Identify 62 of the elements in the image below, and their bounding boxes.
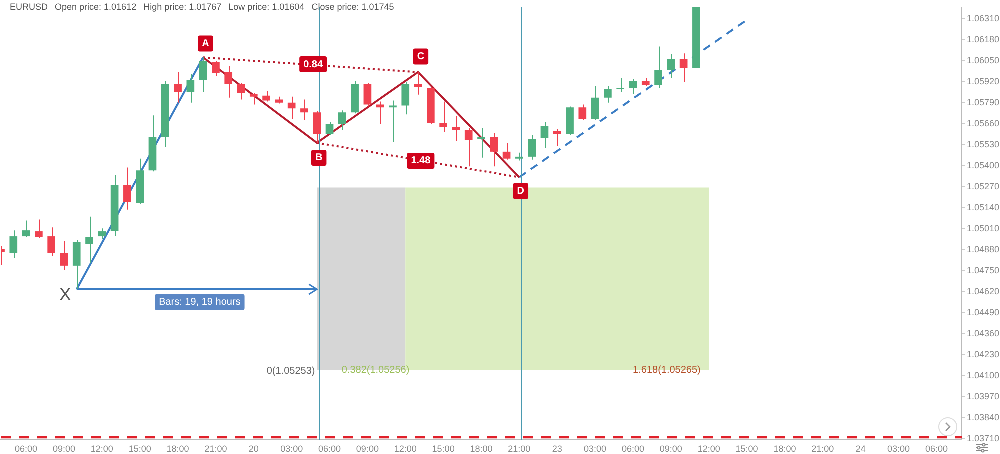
x-tick-label: 15:00 — [736, 444, 758, 454]
y-tick-label: 1.05530 — [967, 140, 1000, 150]
y-tick-label: 1.04100 — [967, 370, 1000, 381]
y-tick-label: 1.04750 — [967, 266, 1000, 276]
x-tick-label: 18:00 — [470, 444, 493, 454]
y-tick-label: 1.04880 — [967, 244, 1000, 255]
x-tick-label: 18:00 — [774, 444, 796, 454]
x-tick-label: 03:00 — [584, 444, 607, 454]
y-tick-label: 1.06180 — [967, 34, 1000, 45]
y-tick-label: 1.04230 — [967, 350, 1000, 360]
x-tick-label: 23 — [552, 444, 562, 454]
annotation: D — [517, 186, 525, 198]
y-tick-label: 1.05920 — [967, 76, 1000, 87]
x-tick-label: 15:00 — [128, 444, 152, 454]
y-tick-label: 1.04620 — [967, 286, 1000, 297]
annotation: A — [202, 38, 210, 50]
annotation: 0.382(1.05256) — [342, 364, 410, 376]
x-tick-label: 21:00 — [204, 444, 228, 454]
y-tick-label: 1.05010 — [967, 224, 1000, 234]
x-tick-label: 06:00 — [925, 444, 948, 454]
x-tick-label: 12:00 — [698, 444, 720, 454]
x-tick-label: 15:00 — [432, 444, 455, 454]
x-tick-label: 09:00 — [52, 444, 76, 454]
annotation: Low price: 1.01604 — [228, 2, 305, 12]
y-tick-label: 1.05660 — [967, 118, 1000, 129]
annotation: 1.48 — [411, 156, 432, 167]
x-tick-label: 12:00 — [394, 444, 417, 454]
annotation: C — [417, 51, 425, 62]
annotation: B — [315, 152, 323, 164]
x-tick-label: 21:00 — [812, 444, 834, 454]
annotation: X — [59, 284, 72, 304]
chart-title: EURUSD — [10, 2, 48, 12]
x-tick-label: 06:00 — [15, 444, 38, 454]
annotation: 1.618(1.05265) — [633, 364, 701, 376]
y-tick-label: 1.06310 — [967, 14, 1000, 24]
annotation: Open price: 1.01612 — [55, 2, 137, 12]
x-tick-label: 18:00 — [166, 444, 190, 454]
y-tick-label: 1.03710 — [967, 434, 1000, 444]
x-tick-label: 24 — [856, 444, 866, 454]
x-tick-label: 21:00 — [508, 444, 531, 454]
x-tick-label: 20 — [248, 444, 259, 454]
annotation: High price: 1.01767 — [144, 2, 222, 12]
x-tick-label: 09:00 — [356, 444, 379, 454]
x-tick-label: 09:00 — [660, 444, 682, 454]
x-tick-label: 03:00 — [888, 444, 910, 454]
x-tick-label: 03:00 — [280, 444, 304, 454]
x-tick-label: 12:00 — [90, 444, 114, 454]
annotation: 0(1.05253) — [266, 366, 316, 377]
y-tick-label: 1.03970 — [967, 392, 1000, 402]
y-tick-label: 1.04490 — [967, 308, 1000, 318]
x-tick-label: 06:00 — [622, 444, 644, 454]
annotation: Bars: 19, 19 hours — [159, 297, 241, 308]
y-tick-label: 1.06050 — [967, 56, 1000, 66]
y-tick-label: 1.05790 — [967, 98, 1000, 108]
x-tick-label: 06:00 — [318, 444, 342, 454]
annotation: 0.84 — [304, 59, 324, 70]
y-tick-label: 1.03840 — [967, 412, 1000, 423]
y-tick-label: 1.05400 — [967, 160, 1000, 171]
annotation: Close price: 1.01745 — [312, 2, 394, 12]
y-tick-label: 1.05270 — [967, 182, 1000, 192]
y-tick-label: 1.04360 — [967, 328, 1000, 339]
y-tick-label: 1.05140 — [967, 202, 1000, 213]
